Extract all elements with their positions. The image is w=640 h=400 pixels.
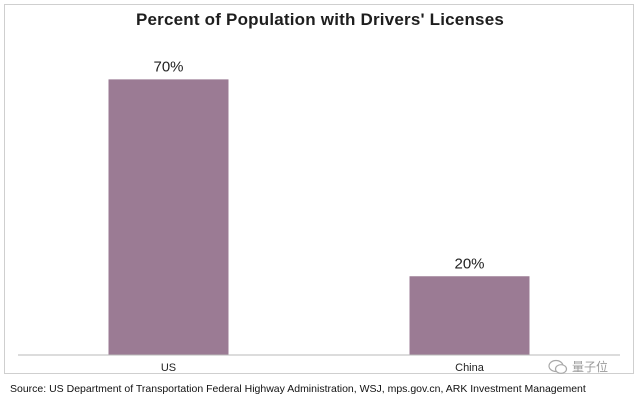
chart-title: Percent of Population with Drivers' Lice… bbox=[135, 10, 505, 29]
source-note: Source: US Department of Transportation … bbox=[10, 383, 586, 395]
watermark: 量子位 bbox=[548, 358, 608, 375]
watermark-text: 量子位 bbox=[572, 360, 609, 374]
x-tick-label-china: China bbox=[455, 362, 485, 374]
x-tick-label-us: US bbox=[161, 362, 176, 374]
data-label-us: 70% bbox=[153, 58, 183, 75]
chat-bubble-icon bbox=[548, 359, 568, 375]
bar-china bbox=[409, 276, 530, 355]
data-label-china: 20% bbox=[454, 255, 484, 272]
bar-us bbox=[108, 79, 229, 355]
